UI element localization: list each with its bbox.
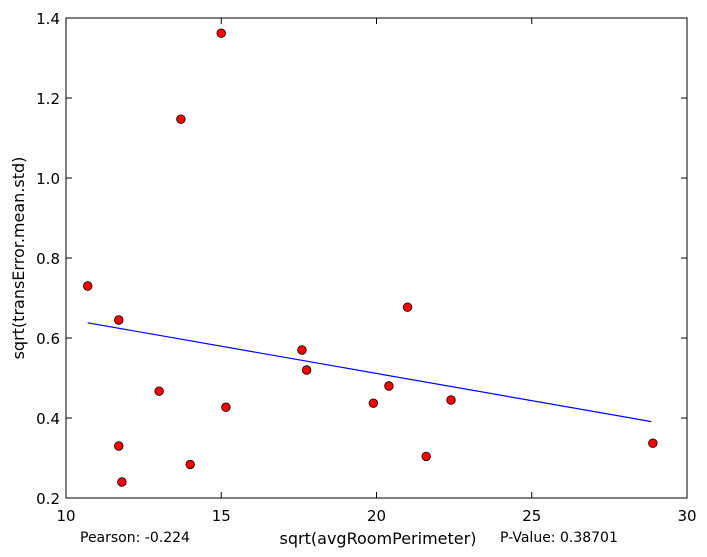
data-point <box>117 477 127 487</box>
y-tick-label: 0.2 <box>36 490 60 508</box>
fit-line-layer <box>87 322 652 423</box>
data-point <box>114 315 124 325</box>
y-tick-label: 1.2 <box>36 90 60 108</box>
regression-line <box>87 322 652 423</box>
y-tick-label: 1.4 <box>36 10 60 28</box>
data-point <box>221 402 231 412</box>
y-tick-labels: 0.2 0.4 0.6 0.8 1.0 1.2 1.4 <box>36 10 60 508</box>
data-point <box>216 28 226 38</box>
pearson-annotation: Pearson: -0.224 <box>80 530 190 546</box>
y-tick-label: 0.6 <box>36 330 60 348</box>
x-tick-label: 20 <box>367 507 386 525</box>
data-point <box>301 365 312 375</box>
x-tick-label: 30 <box>677 507 696 525</box>
data-point <box>446 395 456 405</box>
data-point <box>154 386 164 396</box>
data-point <box>402 302 413 312</box>
data-point <box>297 345 307 355</box>
plot-frame <box>65 17 688 499</box>
y-tick-label: 1.0 <box>36 170 60 188</box>
x-tick-label: 10 <box>56 507 75 525</box>
y-axis-label: sqrt(transError.mean.std) <box>9 157 28 360</box>
data-point <box>368 398 379 408</box>
x-axis-label: sqrt(avgRoomPerimeter) <box>280 529 477 548</box>
data-point <box>185 459 195 470</box>
data-points-layer <box>83 28 658 487</box>
x-tick-labels: 10 15 20 25 30 <box>56 507 696 525</box>
x-tick-label: 15 <box>212 507 231 525</box>
data-point <box>114 441 124 451</box>
axis-ticks <box>65 17 688 499</box>
p-value-annotation: P-Value: 0.38701 <box>500 530 618 546</box>
data-point <box>83 281 93 291</box>
data-point <box>421 451 431 462</box>
y-tick-label: 0.4 <box>36 410 60 428</box>
data-point <box>648 438 658 448</box>
data-point <box>384 381 394 391</box>
x-tick-label: 25 <box>522 507 541 525</box>
y-tick-label: 0.8 <box>36 250 60 268</box>
data-point <box>176 114 186 124</box>
